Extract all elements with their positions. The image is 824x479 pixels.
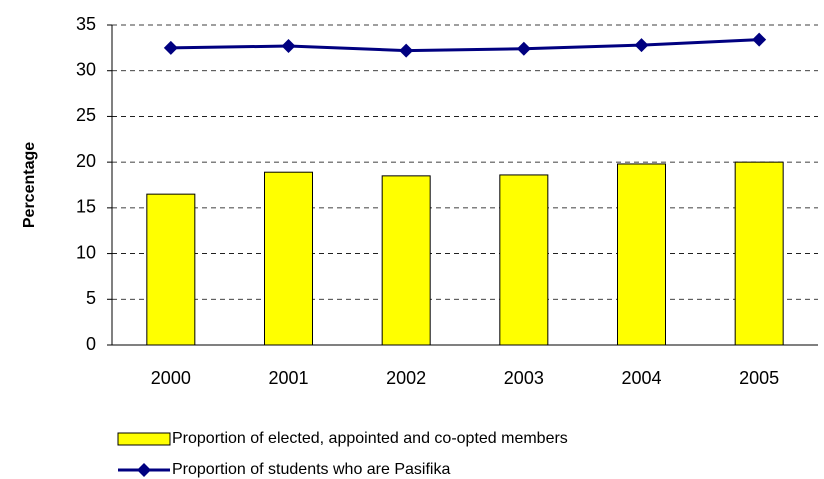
line-marker bbox=[634, 38, 649, 53]
y-axis-label: Percentage bbox=[21, 142, 38, 228]
y-tick-label: 25 bbox=[76, 105, 96, 125]
bar bbox=[264, 171, 313, 346]
line-marker bbox=[516, 41, 531, 56]
y-tick-label: 5 bbox=[86, 288, 96, 308]
legend-marker bbox=[137, 463, 151, 477]
bar bbox=[617, 163, 666, 346]
y-tick-label: 10 bbox=[76, 242, 96, 262]
line-marker bbox=[163, 40, 178, 55]
legend-text: Proportion of elected, appointed and co-… bbox=[172, 430, 568, 447]
bar bbox=[734, 161, 784, 346]
y-tick-label: 15 bbox=[76, 197, 96, 217]
legend-swatch bbox=[117, 432, 171, 446]
y-tick-label: 0 bbox=[86, 334, 96, 354]
bar bbox=[499, 174, 549, 346]
line-marker bbox=[752, 32, 767, 47]
y-tick-label: 30 bbox=[76, 59, 96, 79]
x-tick-label: 2005 bbox=[739, 368, 779, 388]
bar bbox=[381, 175, 431, 346]
x-tick-label: 2001 bbox=[268, 368, 308, 388]
x-tick-label: 2003 bbox=[504, 368, 544, 388]
y-tick-label: 20 bbox=[76, 151, 96, 171]
x-tick-label: 2000 bbox=[151, 368, 191, 388]
line bbox=[170, 38, 760, 53]
x-tick-label: 2002 bbox=[386, 368, 426, 388]
x-tick-label: 2004 bbox=[621, 368, 661, 388]
bar bbox=[146, 193, 196, 346]
y-tick-label: 35 bbox=[76, 14, 96, 34]
line-marker bbox=[281, 39, 296, 54]
line-marker bbox=[399, 43, 414, 58]
legend-text: Proportion of students who are Pasifika bbox=[172, 461, 450, 478]
